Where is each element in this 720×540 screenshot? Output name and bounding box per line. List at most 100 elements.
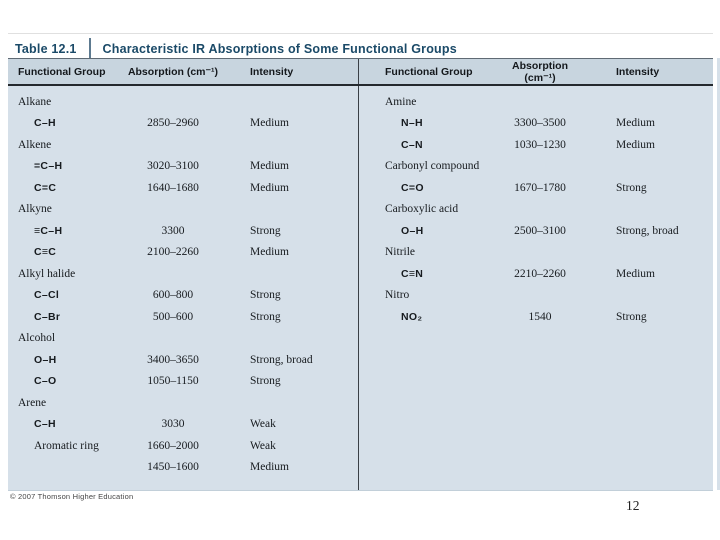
table-row: C≡C 2100–2260 Medium [8, 242, 358, 264]
functional-group-name: Alkene [18, 138, 52, 151]
table-row: Alkene [8, 134, 358, 156]
bond-label: C=O [401, 181, 424, 194]
absorption-value: 3400–3650 [147, 353, 199, 366]
absorption-value: 2500–3100 [514, 224, 566, 237]
bond-label: C=C [34, 181, 57, 194]
bond-label: O–H [34, 353, 57, 366]
intensity-value: Strong [616, 310, 647, 323]
table-row: N–H 3300–3500 Medium [359, 113, 713, 135]
functional-group-name: Nitrile [385, 246, 416, 259]
intensity-value: Medium [250, 246, 289, 259]
absorption-value: 1540 [528, 310, 552, 323]
table-row: C=O 1670–1780 Strong [359, 177, 713, 199]
copyright-notice: © 2007 Thomson Higher Education [10, 492, 134, 501]
bond-label: O–H [401, 224, 424, 237]
table-header-row: Functional Group Absorption (cm⁻¹) Inten… [8, 58, 713, 86]
bond-label: C–H [34, 418, 56, 431]
intensity-value: Medium [616, 267, 655, 280]
table-row: Amine [359, 91, 713, 113]
bond-label: C≡C [34, 246, 57, 259]
column-header-intensity: Intensity [250, 65, 294, 78]
bond-label: NO₂ [401, 310, 423, 323]
table-row: C–N 1030–1230 Medium [359, 134, 713, 156]
intensity-value: Weak [250, 439, 276, 452]
column-header-absorption: Absorption (cm⁻¹) [512, 59, 568, 84]
table-row: NO₂ 1540 Strong [359, 306, 713, 328]
functional-group-name: Carboxylic acid [385, 203, 459, 216]
intensity-value: Medium [250, 461, 289, 474]
table-row: Alcohol [8, 328, 358, 350]
table-row: C–H 2850–2960 Medium [8, 113, 358, 135]
functional-group-name: Nitro [385, 289, 410, 302]
ir-absorption-table: Functional Group Absorption (cm⁻¹) Inten… [8, 58, 713, 491]
functional-group-name: Alcohol [18, 332, 56, 345]
right-edge-sliver [717, 58, 720, 490]
absorption-value: 3300–3500 [514, 117, 566, 130]
bond-label: C≡N [401, 267, 424, 280]
table-title-bar: Table 12.1 Characteristic IR Absorptions… [15, 38, 457, 60]
table-row: C–O 1050–1150 Strong [8, 371, 358, 393]
bond-label: N–H [401, 117, 423, 130]
intensity-value: Strong [250, 289, 281, 302]
table-row: Carbonyl compound [359, 156, 713, 178]
absorption-value: 2210–2260 [514, 267, 566, 280]
absorption-value: 3300 [161, 224, 185, 237]
column-header-absorption: Absorption (cm⁻¹) [127, 65, 219, 78]
absorption-value: 1030–1230 [514, 138, 566, 151]
bond-label: Aromatic ring [34, 439, 99, 452]
table-row: Arene [8, 392, 358, 414]
intensity-value: Strong [250, 375, 281, 388]
intensity-value: Strong [250, 224, 281, 237]
table-row: Alkyne [8, 199, 358, 221]
column-header-functional-group: Functional Group [18, 65, 106, 78]
functional-group-name: Amine [385, 95, 417, 108]
absorption-value: 600–800 [152, 289, 194, 302]
table-row: O–H 2500–3100 Strong, broad [359, 220, 713, 242]
absorption-value: 2100–2260 [147, 246, 199, 259]
header-right-half: Functional Group Absorption (cm⁻¹) Inten… [358, 59, 713, 84]
absorption-value: 1670–1780 [514, 181, 566, 194]
intensity-value: Strong [250, 310, 281, 323]
table-label: Table 12.1 [15, 42, 77, 56]
column-header-intensity: Intensity [616, 65, 660, 78]
table-row: C≡N 2210–2260 Medium [359, 263, 713, 285]
absorption-value: 3020–3100 [147, 160, 199, 173]
absorption-value: 3030 [161, 418, 185, 431]
table-row: =C–H 3020–3100 Medium [8, 156, 358, 178]
left-rows: Alkane C–H 2850–2960 Medium Alkene =C–H 3020–3… [8, 86, 358, 478]
absorption-value: 1640–1680 [147, 181, 199, 194]
header-left-half: Functional Group Absorption (cm⁻¹) Inten… [8, 59, 358, 84]
title-divider [88, 38, 91, 60]
intensity-value: Medium [616, 138, 655, 151]
header-grid: Functional Group Absorption (cm⁻¹) Inten… [8, 59, 358, 84]
table-row: Alkyl halide [8, 263, 358, 285]
absorption-value: 2850–2960 [147, 117, 199, 130]
table-body: Alkane C–H 2850–2960 Medium Alkene =C–H 3020–3… [8, 86, 713, 491]
functional-group-name: Alkane [18, 95, 52, 108]
functional-group-name: Carbonyl compound [385, 160, 480, 173]
table-right-half: Amine N–H 3300–3500 Medium C–N 1030–1230 Mediu… [358, 86, 713, 490]
intensity-value: Medium [250, 117, 289, 130]
table-row: 1450–1600 Medium [8, 457, 358, 479]
table-title: Characteristic IR Absorptions of Some Fu… [102, 42, 457, 56]
top-rule [8, 33, 713, 34]
bond-label: C–H [34, 117, 56, 130]
bond-label: C–Cl [34, 289, 60, 302]
absorption-value: 1450–1600 [147, 461, 199, 474]
intensity-value: Strong, broad [250, 353, 313, 366]
page-number: 12 [626, 498, 640, 513]
functional-group-name: Alkyl halide [18, 267, 76, 280]
functional-group-name: Alkyne [18, 203, 52, 216]
bond-label: C–O [34, 375, 57, 388]
table-row: C=C 1640–1680 Medium [8, 177, 358, 199]
table-row: O–H 3400–3650 Strong, broad [8, 349, 358, 371]
functional-group-name: Arene [18, 396, 47, 409]
header-grid: Functional Group Absorption (cm⁻¹) Inten… [359, 59, 713, 84]
table-row: C–Cl 600–800 Strong [8, 285, 358, 307]
absorption-value: 500–600 [152, 310, 194, 323]
intensity-value: Medium [250, 181, 289, 194]
right-rows: Amine N–H 3300–3500 Medium C–N 1030–1230 Mediu… [359, 86, 713, 328]
table-row: Alkane [8, 91, 358, 113]
table-row: C–H 3030 Weak [8, 414, 358, 436]
